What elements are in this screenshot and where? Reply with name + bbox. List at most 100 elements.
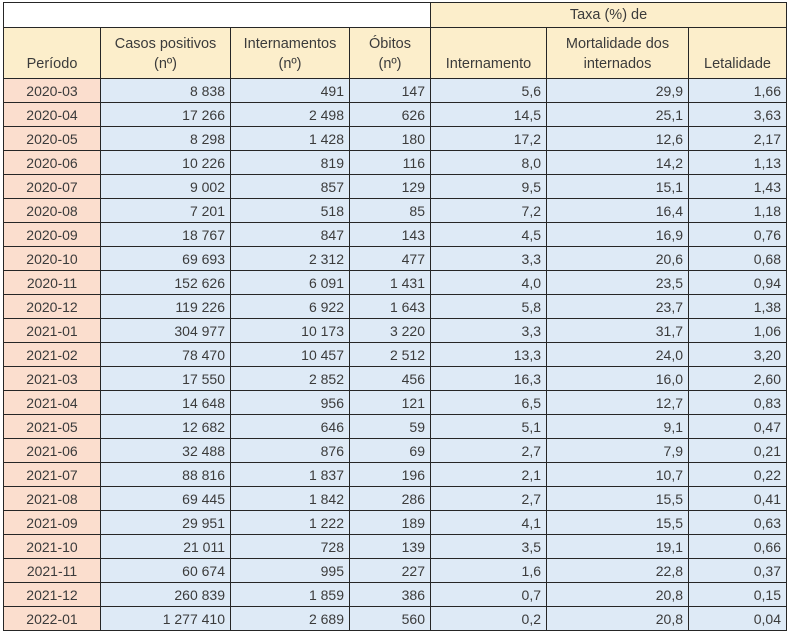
period-cell: 2020-06	[3, 150, 101, 175]
table-row: 2020-05 8 298 1 428 180 17,2 12,6 2,17	[3, 126, 787, 151]
deaths-cell: 116	[349, 150, 431, 175]
deaths-cell: 196	[349, 462, 431, 487]
table-row: 2020-09 18 767 847 143 4,5 16,9 0,76	[3, 222, 787, 247]
deaths-cell: 1 643	[349, 294, 431, 319]
rate-mortalidade-cell: 12,6	[546, 126, 689, 151]
period-cell: 2021-04	[3, 390, 101, 415]
table-row: 2021-09 29 951 1 222 189 4,1 15,5 0,63	[3, 510, 787, 535]
hospitalizations-cell: 876	[230, 438, 350, 463]
deaths-cell: 129	[349, 174, 431, 199]
col-header-casos-positivos: Casos positivos (nº)	[100, 27, 231, 79]
rate-internamento-cell: 3,3	[430, 318, 547, 343]
deaths-cell: 59	[349, 414, 431, 439]
rate-letalidade-cell: 3,20	[688, 342, 787, 367]
deaths-cell: 227	[349, 558, 431, 583]
rate-mortalidade-cell: 23,7	[546, 294, 689, 319]
covid-stats-table: Taxa (%) de Período Casos positivos (nº) …	[3, 2, 787, 631]
hospitalizations-cell: 857	[230, 174, 350, 199]
cases-cell: 119 226	[100, 294, 231, 319]
cases-cell: 9 002	[100, 174, 231, 199]
deaths-cell: 143	[349, 222, 431, 247]
period-cell: 2021-08	[3, 486, 101, 511]
table-row: 2021-04 14 648 956 121 6,5 12,7 0,83	[3, 390, 787, 415]
rate-letalidade-cell: 0,47	[688, 414, 787, 439]
table-body: 2020-03 8 838 491 147 5,6 29,9 1,66 2020-04 17 2…	[3, 78, 787, 631]
table-row: 2021-11 60 674 995 227 1,6 22,8 0,37	[3, 558, 787, 583]
period-cell: 2020-10	[3, 246, 101, 271]
cases-cell: 60 674	[100, 558, 231, 583]
cases-cell: 17 550	[100, 366, 231, 391]
rate-mortalidade-cell: 16,0	[546, 366, 689, 391]
rate-letalidade-cell: 0,63	[688, 510, 787, 535]
deaths-cell: 2 512	[349, 342, 431, 367]
deaths-cell: 386	[349, 582, 431, 607]
cases-cell: 8 838	[100, 78, 231, 103]
table-row: 2020-10 69 693 2 312 477 3,3 20,6 0,68	[3, 246, 787, 271]
hospitalizations-cell: 1 428	[230, 126, 350, 151]
cases-cell: 69 693	[100, 246, 231, 271]
hospitalizations-cell: 1 222	[230, 510, 350, 535]
table-row: 2020-03 8 838 491 147 5,6 29,9 1,66	[3, 78, 787, 103]
rate-internamento-cell: 8,0	[430, 150, 547, 175]
period-cell: 2021-06	[3, 438, 101, 463]
rate-internamento-cell: 7,2	[430, 198, 547, 223]
hospitalizations-cell: 2 498	[230, 102, 350, 127]
period-cell: 2020-04	[3, 102, 101, 127]
rate-internamento-cell: 14,5	[430, 102, 547, 127]
rate-internamento-cell: 16,3	[430, 366, 547, 391]
col-header-periodo: Período	[3, 27, 101, 79]
table-row: 2021-01 304 977 10 173 3 220 3,3 31,7 1,06	[3, 318, 787, 343]
deaths-cell: 189	[349, 510, 431, 535]
deaths-cell: 3 220	[349, 318, 431, 343]
rate-internamento-cell: 17,2	[430, 126, 547, 151]
column-header-row: Período Casos positivos (nº) Internamento…	[3, 27, 787, 79]
rate-internamento-cell: 5,6	[430, 78, 547, 103]
rate-mortalidade-cell: 12,7	[546, 390, 689, 415]
hospitalizations-cell: 819	[230, 150, 350, 175]
rate-letalidade-cell: 0,94	[688, 270, 787, 295]
rate-internamento-cell: 0,2	[430, 606, 547, 631]
rate-mortalidade-cell: 16,9	[546, 222, 689, 247]
period-cell: 2020-09	[3, 222, 101, 247]
deaths-cell: 456	[349, 366, 431, 391]
period-cell: 2020-08	[3, 198, 101, 223]
period-cell: 2021-01	[3, 318, 101, 343]
period-cell: 2021-10	[3, 534, 101, 559]
cases-cell: 7 201	[100, 198, 231, 223]
rate-mortalidade-cell: 22,8	[546, 558, 689, 583]
cases-cell: 78 470	[100, 342, 231, 367]
rate-internamento-cell: 6,5	[430, 390, 547, 415]
rate-letalidade-cell: 1,06	[688, 318, 787, 343]
rate-letalidade-cell: 0,22	[688, 462, 787, 487]
cases-cell: 32 488	[100, 438, 231, 463]
rate-letalidade-cell: 1,13	[688, 150, 787, 175]
rate-internamento-cell: 2,1	[430, 462, 547, 487]
rate-mortalidade-cell: 14,2	[546, 150, 689, 175]
rate-mortalidade-cell: 20,8	[546, 582, 689, 607]
rate-mortalidade-cell: 20,6	[546, 246, 689, 271]
period-cell: 2021-11	[3, 558, 101, 583]
hospitalizations-cell: 2 312	[230, 246, 350, 271]
rate-internamento-cell: 1,6	[430, 558, 547, 583]
col-header-obitos: Óbitos (nº)	[349, 27, 431, 79]
table-row: 2020-11 152 626 6 091 1 431 4,0 23,5 0,94	[3, 270, 787, 295]
cases-cell: 304 977	[100, 318, 231, 343]
group-header-row: Taxa (%) de	[3, 2, 787, 28]
rate-mortalidade-cell: 7,9	[546, 438, 689, 463]
rate-letalidade-cell: 1,66	[688, 78, 787, 103]
rate-mortalidade-cell: 15,1	[546, 174, 689, 199]
rate-letalidade-cell: 0,76	[688, 222, 787, 247]
period-cell: 2020-12	[3, 294, 101, 319]
rate-letalidade-cell: 0,83	[688, 390, 787, 415]
deaths-cell: 85	[349, 198, 431, 223]
deaths-cell: 477	[349, 246, 431, 271]
hospitalizations-cell: 1 842	[230, 486, 350, 511]
cases-cell: 29 951	[100, 510, 231, 535]
rate-letalidade-cell: 0,41	[688, 486, 787, 511]
rate-mortalidade-cell: 10,7	[546, 462, 689, 487]
rate-letalidade-cell: 1,43	[688, 174, 787, 199]
rate-internamento-cell: 5,1	[430, 414, 547, 439]
period-cell: 2020-07	[3, 174, 101, 199]
hospitalizations-cell: 6 922	[230, 294, 350, 319]
cases-cell: 18 767	[100, 222, 231, 247]
